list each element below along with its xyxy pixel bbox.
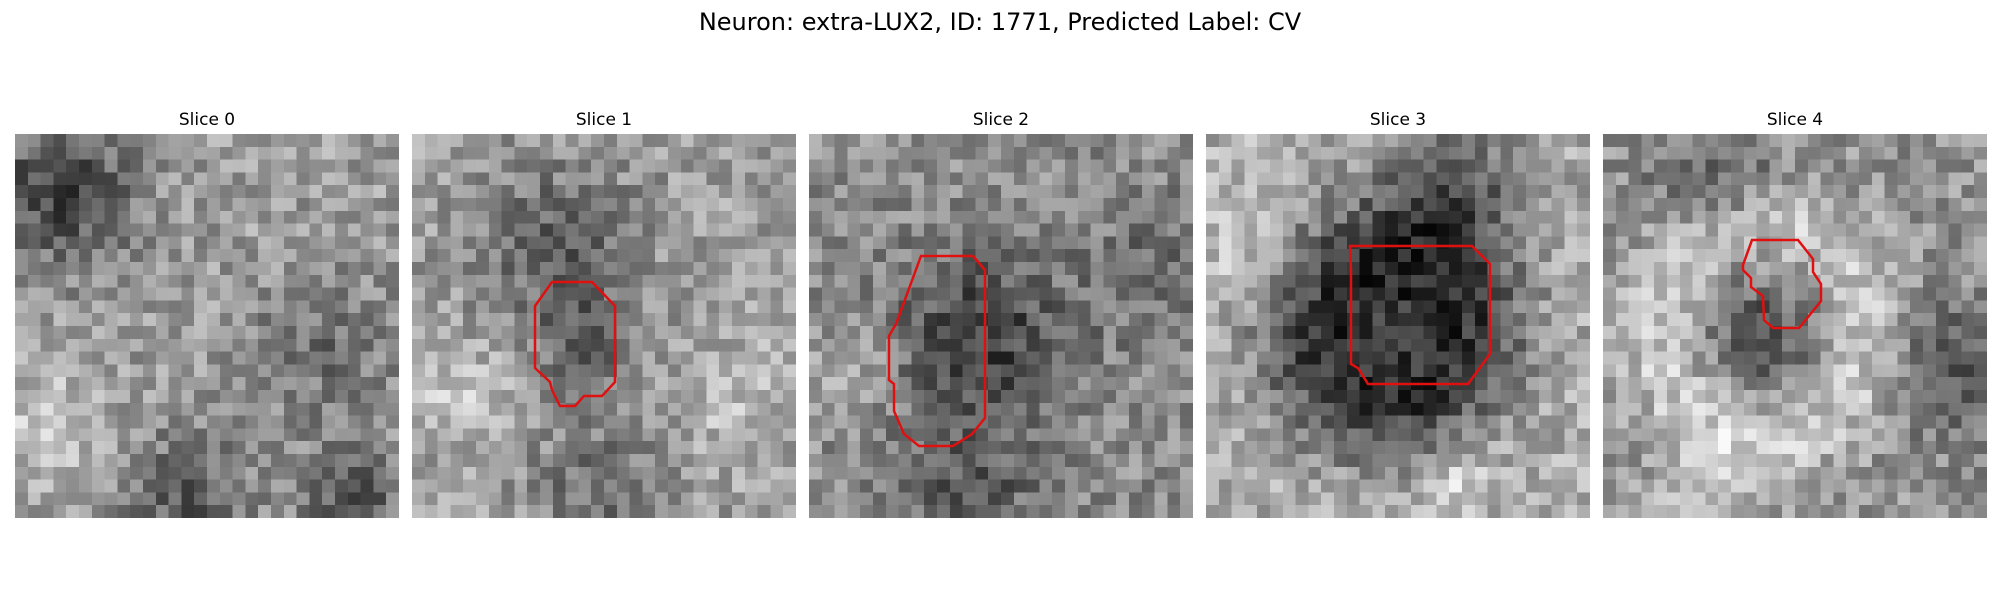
- slice-panel-0: Slice 0: [15, 108, 399, 518]
- slice-pixels-4: [1603, 134, 1987, 518]
- slice-panel-3: Slice 3: [1206, 108, 1590, 518]
- slice-image-3: [1206, 134, 1590, 518]
- roi-contour-3: [1348, 244, 1492, 386]
- slice-panel-1: Slice 1: [412, 108, 796, 518]
- slice-panel-4: Slice 4: [1603, 108, 1987, 518]
- roi-contour-2: [887, 254, 987, 448]
- roi-overlay-1: [533, 280, 617, 408]
- slice-title-2: Slice 2: [972, 110, 1030, 130]
- slice-image-4: [1603, 134, 1987, 518]
- roi-overlay-2: [887, 254, 987, 448]
- slice-image-2: [809, 134, 1193, 518]
- slice-pixels-2: [809, 134, 1193, 518]
- roi-contour-4: [1741, 238, 1823, 330]
- roi-contour-1: [533, 280, 617, 408]
- slice-title-1: Slice 1: [575, 110, 633, 130]
- slice-title-4: Slice 4: [1766, 110, 1824, 130]
- roi-overlay-3: [1348, 244, 1492, 386]
- slice-pixels-0: [15, 134, 399, 518]
- slice-pixels-3: [1206, 134, 1590, 518]
- figure-title: Neuron: extra-LUX2, ID: 1771, Predicted …: [698, 8, 1302, 36]
- slice-title-0: Slice 0: [178, 110, 236, 130]
- slice-title-3: Slice 3: [1369, 110, 1427, 130]
- slice-panel-2: Slice 2: [809, 108, 1193, 518]
- slice-image-0: [15, 134, 399, 518]
- slice-image-1: [412, 134, 796, 518]
- roi-overlay-4: [1741, 238, 1823, 330]
- slice-pixels-1: [412, 134, 796, 518]
